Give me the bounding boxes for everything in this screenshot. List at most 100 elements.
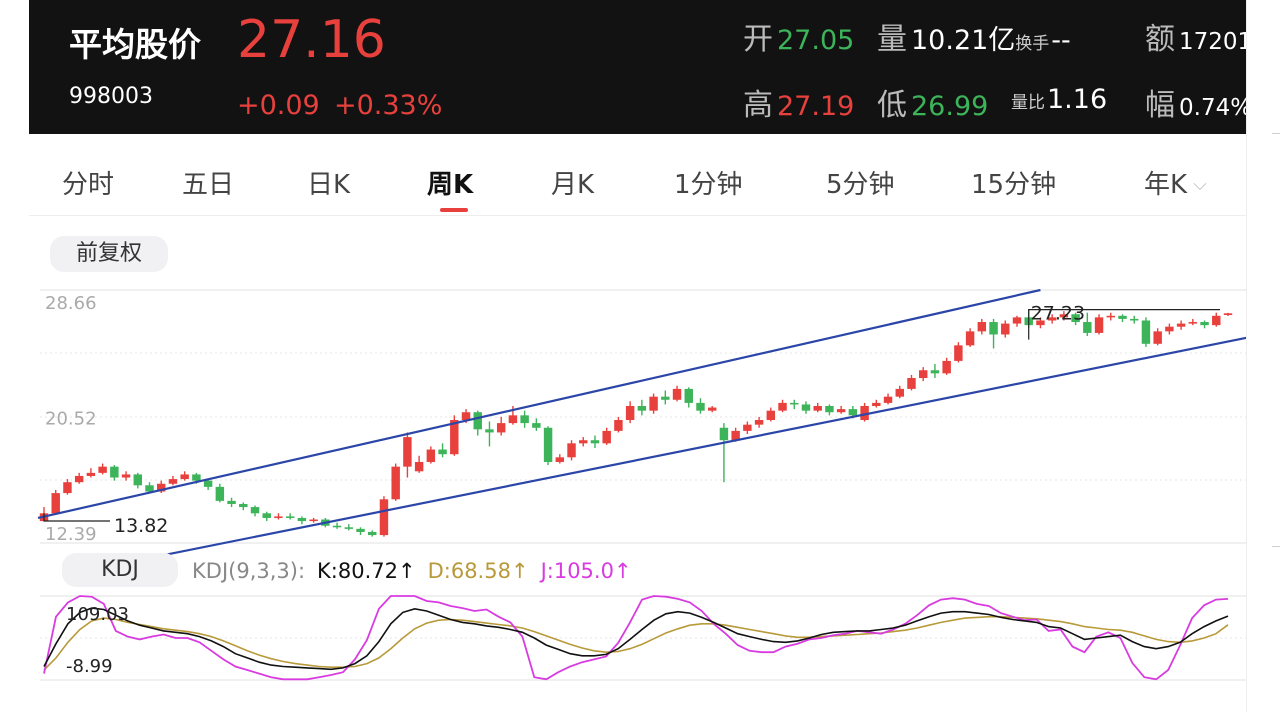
candle-body <box>485 429 494 433</box>
active-tab-indicator <box>440 208 468 212</box>
candle-body <box>121 474 131 478</box>
channel-trend-line <box>155 333 1264 558</box>
open-label: 开 <box>743 22 773 57</box>
max-marker-line <box>1028 308 1220 340</box>
candle-body <box>1153 331 1162 344</box>
candle-body <box>930 370 940 374</box>
volume-ratio-label: 量比 <box>1011 93 1045 113</box>
edge-tick <box>1272 133 1280 134</box>
candle-body <box>473 412 482 430</box>
period-tabs: 分时 五日 日K 周K 月K 1分钟 5分钟 15分钟 年K ⌵ <box>29 140 1246 216</box>
candle-body <box>731 430 740 441</box>
index-code: 998003 <box>69 84 153 109</box>
candle-body <box>661 396 670 400</box>
high-label: 高 <box>743 88 773 123</box>
candle-body <box>133 474 143 486</box>
amplitude-stat: 幅 0.74% <box>1145 80 1246 124</box>
candle-body <box>1188 322 1198 324</box>
candle-body <box>977 322 987 332</box>
last-price: 27.16 <box>237 10 386 70</box>
candle-body <box>1106 315 1115 318</box>
candle-body <box>813 406 822 411</box>
candle-body <box>215 486 225 501</box>
candle-body <box>332 525 342 528</box>
candle-body <box>614 419 623 431</box>
amount-stat: 额 17201 <box>1145 14 1246 58</box>
candle-body <box>450 419 459 455</box>
chevron-down-icon: ⌵ <box>1193 174 1207 195</box>
tab-monthly-k[interactable]: 月K <box>551 170 595 200</box>
candle-body <box>707 407 717 411</box>
candle-body <box>414 461 424 472</box>
tab-15-minute[interactable]: 15分钟 <box>971 170 1057 200</box>
volume-stat: 量 10.21亿换手-- <box>877 14 1071 58</box>
candle-body <box>1047 317 1057 321</box>
edge-tick <box>1272 546 1280 547</box>
candle-body <box>1141 320 1151 344</box>
kdj-k-value: K:80.72↑ <box>317 559 416 583</box>
high-stat: 高 27.19 <box>743 80 854 124</box>
candle-body <box>239 503 248 508</box>
candle-body <box>461 412 471 420</box>
tab-yearly-k-label: 年K <box>1144 170 1188 200</box>
candle-body <box>1223 313 1233 316</box>
candle-body <box>743 424 752 431</box>
candle-body <box>555 457 565 462</box>
left-edge-strip <box>0 0 29 712</box>
candle-body <box>1001 323 1010 335</box>
candle-body <box>403 437 412 467</box>
low-value: 26.99 <box>911 91 989 122</box>
volume-ratio-stat: 量比1.16 <box>1011 84 1107 115</box>
kdj-params: KDJ(9,3,3): <box>192 559 306 583</box>
tab-yearly-k[interactable]: 年K ⌵ <box>1144 164 1207 201</box>
candle-body <box>192 474 201 481</box>
candle-body <box>579 440 588 444</box>
tab-5-minute[interactable]: 5分钟 <box>826 170 895 200</box>
candle-body <box>766 410 776 420</box>
candle-body <box>602 430 611 444</box>
candle-body <box>297 517 307 522</box>
candle-body <box>907 378 916 389</box>
tab-weekly-k[interactable]: 周K <box>427 170 474 200</box>
candle-body <box>954 345 963 361</box>
candle-body <box>1129 318 1139 321</box>
kdj-d-value: D:68.58↑ <box>427 559 529 583</box>
tab-five-day[interactable]: 五日 <box>182 170 235 200</box>
candle-body <box>942 360 951 374</box>
candle-body <box>637 406 647 411</box>
candle-body <box>625 406 635 420</box>
candle-body <box>145 485 154 492</box>
candle-body <box>1036 320 1045 326</box>
y-tick-label: 28.66 <box>45 293 97 314</box>
candle-body <box>801 404 811 411</box>
candle-body <box>285 516 295 518</box>
candle-body <box>965 331 975 346</box>
candle-body <box>426 449 436 462</box>
tab-1-minute[interactable]: 1分钟 <box>674 170 743 200</box>
candle-body <box>262 513 271 518</box>
y-tick-label: 12.39 <box>45 524 97 545</box>
tab-daily-k[interactable]: 日K <box>307 170 351 200</box>
tab-intraday[interactable]: 分时 <box>62 170 115 200</box>
candle-body <box>918 370 928 379</box>
price-adjust-button[interactable]: 前复权 <box>50 236 168 272</box>
price-change: +0.09 <box>237 90 320 121</box>
candle-body <box>848 409 858 416</box>
candle-body <box>790 402 799 405</box>
indicator-select-button[interactable]: KDJ <box>62 553 178 587</box>
candle-body <box>895 388 904 397</box>
volume-label: 量 <box>877 22 907 57</box>
candle-body <box>532 423 541 428</box>
amplitude-label: 幅 <box>1145 88 1175 123</box>
volume-value: 10.21亿 <box>911 25 1016 56</box>
candle-body <box>836 409 846 413</box>
candle-body <box>883 396 893 403</box>
candle-body <box>1200 322 1209 326</box>
candle-body <box>203 480 213 487</box>
candle-body <box>1059 314 1069 318</box>
candle-body <box>227 500 236 504</box>
candle-body <box>872 402 881 407</box>
candle-body <box>672 388 682 400</box>
candle-body <box>157 483 166 492</box>
